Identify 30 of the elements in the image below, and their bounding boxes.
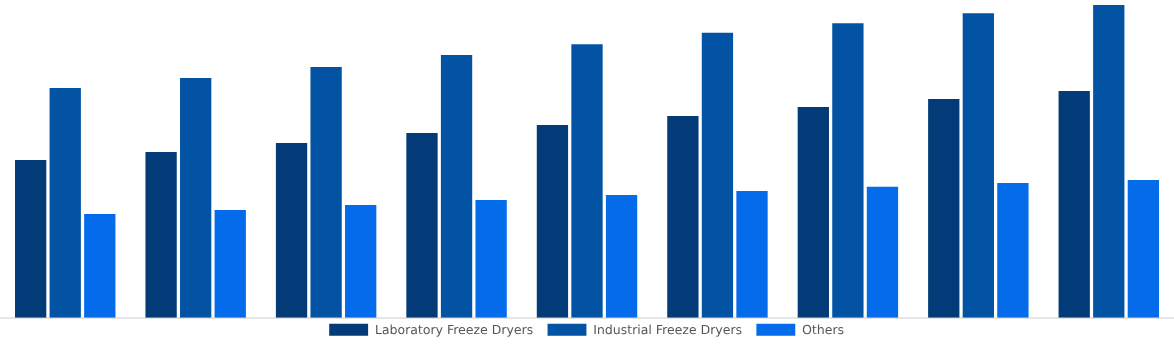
bar (736, 190, 768, 318)
bar (832, 23, 864, 318)
bar (49, 87, 81, 318)
bar (84, 214, 116, 318)
bar (180, 77, 212, 318)
bar (536, 124, 569, 318)
bar (928, 98, 960, 318)
bar (1093, 5, 1125, 318)
bar (605, 194, 638, 318)
bar (701, 32, 734, 318)
bar (1058, 91, 1090, 318)
bar (275, 143, 308, 318)
bar (866, 186, 899, 318)
legend-label: Industrial Freeze Dryers (594, 324, 742, 337)
bar (667, 116, 699, 318)
bar (345, 205, 377, 318)
legend-label: Others (802, 324, 844, 335)
bar (797, 107, 829, 318)
bar (214, 210, 246, 318)
bar (406, 133, 438, 318)
bar (997, 183, 1029, 318)
legend-label: Laboratory Freeze Dryers (376, 324, 533, 337)
bar (440, 55, 473, 318)
bar (145, 152, 177, 318)
bar (15, 159, 47, 318)
bar (1127, 179, 1159, 318)
bar (475, 200, 507, 318)
bar (962, 13, 994, 318)
bar (571, 44, 603, 318)
bar (310, 66, 342, 318)
